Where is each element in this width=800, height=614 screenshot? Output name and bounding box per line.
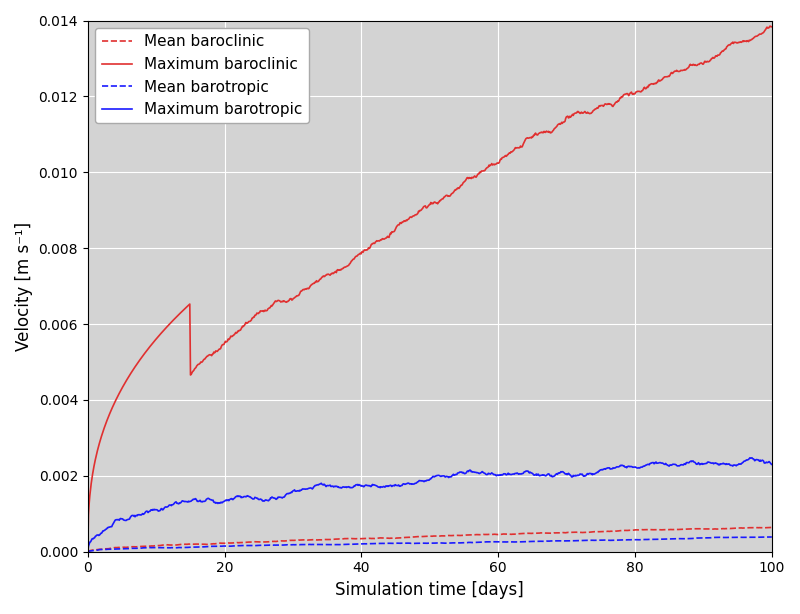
Line: Mean barotropic: Mean barotropic — [88, 537, 772, 552]
Mean barotropic — [767, 534, 777, 541]
Maximum barotropic — [384, 482, 394, 489]
Y-axis label: Velocity [m s⁻¹]: Velocity [m s⁻¹] — [15, 222, 33, 351]
Maximum barotropic — [616, 462, 626, 469]
Maximum barotropic — [360, 483, 370, 490]
Maximum baroclinic — [360, 246, 370, 254]
Mean baroclinic — [360, 535, 370, 542]
Mean barotropic — [360, 540, 370, 548]
Maximum baroclinic — [629, 90, 638, 97]
Legend: Mean baroclinic, Maximum baroclinic, Mean barotropic, Maximum barotropic: Mean baroclinic, Maximum baroclinic, Mea… — [95, 28, 309, 123]
Maximum baroclinic — [153, 333, 162, 341]
Maximum barotropic — [629, 464, 638, 471]
Mean barotropic — [629, 536, 638, 543]
Mean barotropic — [553, 537, 562, 545]
Maximum baroclinic — [767, 23, 777, 31]
X-axis label: Simulation time [days]: Simulation time [days] — [335, 581, 524, 599]
Mean baroclinic — [616, 527, 626, 534]
Mean barotropic — [153, 544, 162, 551]
Maximum barotropic — [767, 460, 777, 468]
Mean baroclinic — [553, 529, 562, 537]
Line: Maximum barotropic: Maximum barotropic — [88, 458, 772, 552]
Mean barotropic — [384, 540, 394, 547]
Line: Maximum baroclinic: Maximum baroclinic — [88, 26, 772, 552]
Mean baroclinic — [629, 526, 638, 534]
Mean barotropic — [83, 548, 93, 556]
Maximum baroclinic — [83, 548, 93, 556]
Mean baroclinic — [153, 542, 162, 550]
Mean barotropic — [758, 534, 768, 541]
Mean baroclinic — [767, 524, 777, 531]
Line: Mean baroclinic: Mean baroclinic — [88, 527, 772, 552]
Maximum barotropic — [83, 548, 93, 556]
Maximum baroclinic — [384, 234, 394, 241]
Maximum barotropic — [745, 454, 754, 462]
Mean baroclinic — [384, 535, 394, 542]
Maximum baroclinic — [553, 122, 562, 129]
Maximum baroclinic — [766, 23, 775, 30]
Maximum barotropic — [153, 507, 162, 514]
Maximum barotropic — [553, 471, 562, 478]
Maximum baroclinic — [616, 94, 626, 101]
Mean barotropic — [616, 536, 626, 543]
Mean baroclinic — [83, 548, 93, 556]
